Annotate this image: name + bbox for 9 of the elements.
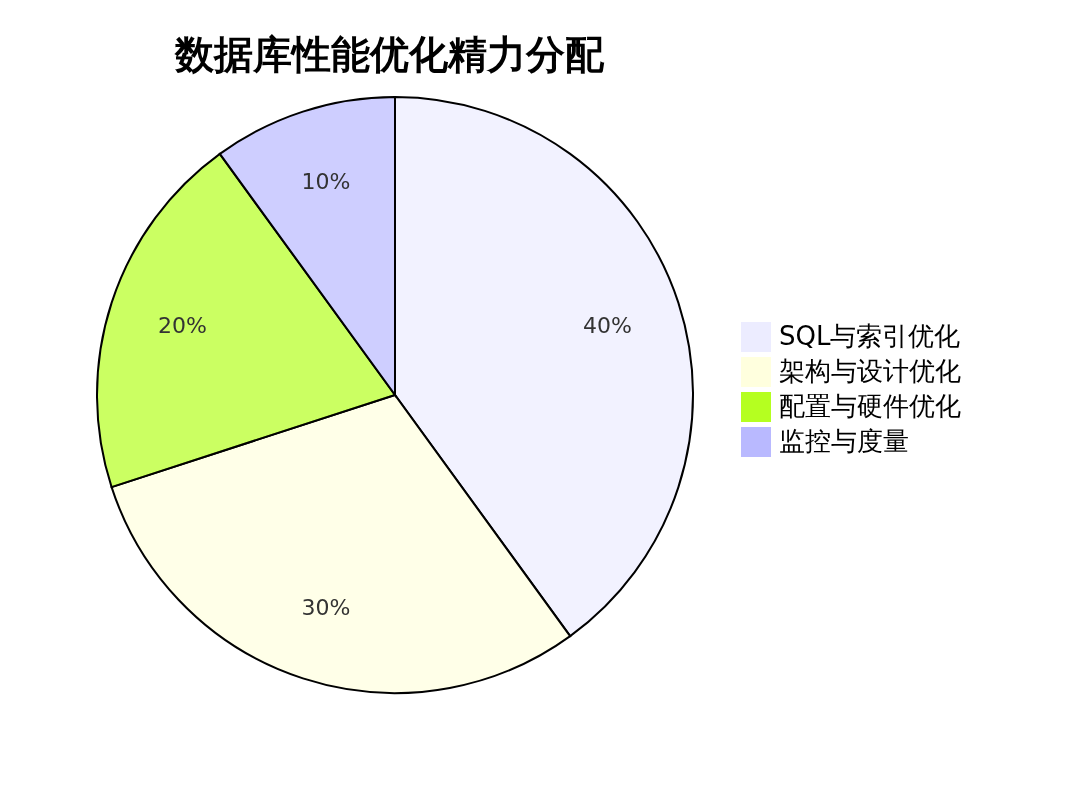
data-label: 40% bbox=[583, 312, 633, 338]
chart-title: 数据库性能优化精力分配 bbox=[174, 32, 605, 77]
legend-label: 架构与设计优化 bbox=[779, 356, 961, 386]
data-label: 10% bbox=[301, 169, 351, 195]
legend-label: SQL与索引优化 bbox=[779, 321, 961, 351]
data-label: 30% bbox=[301, 594, 351, 620]
legend-label: 配置与硬件优化 bbox=[779, 391, 961, 421]
data-label: 20% bbox=[157, 312, 207, 338]
legend-label: 监控与度量 bbox=[779, 426, 909, 456]
